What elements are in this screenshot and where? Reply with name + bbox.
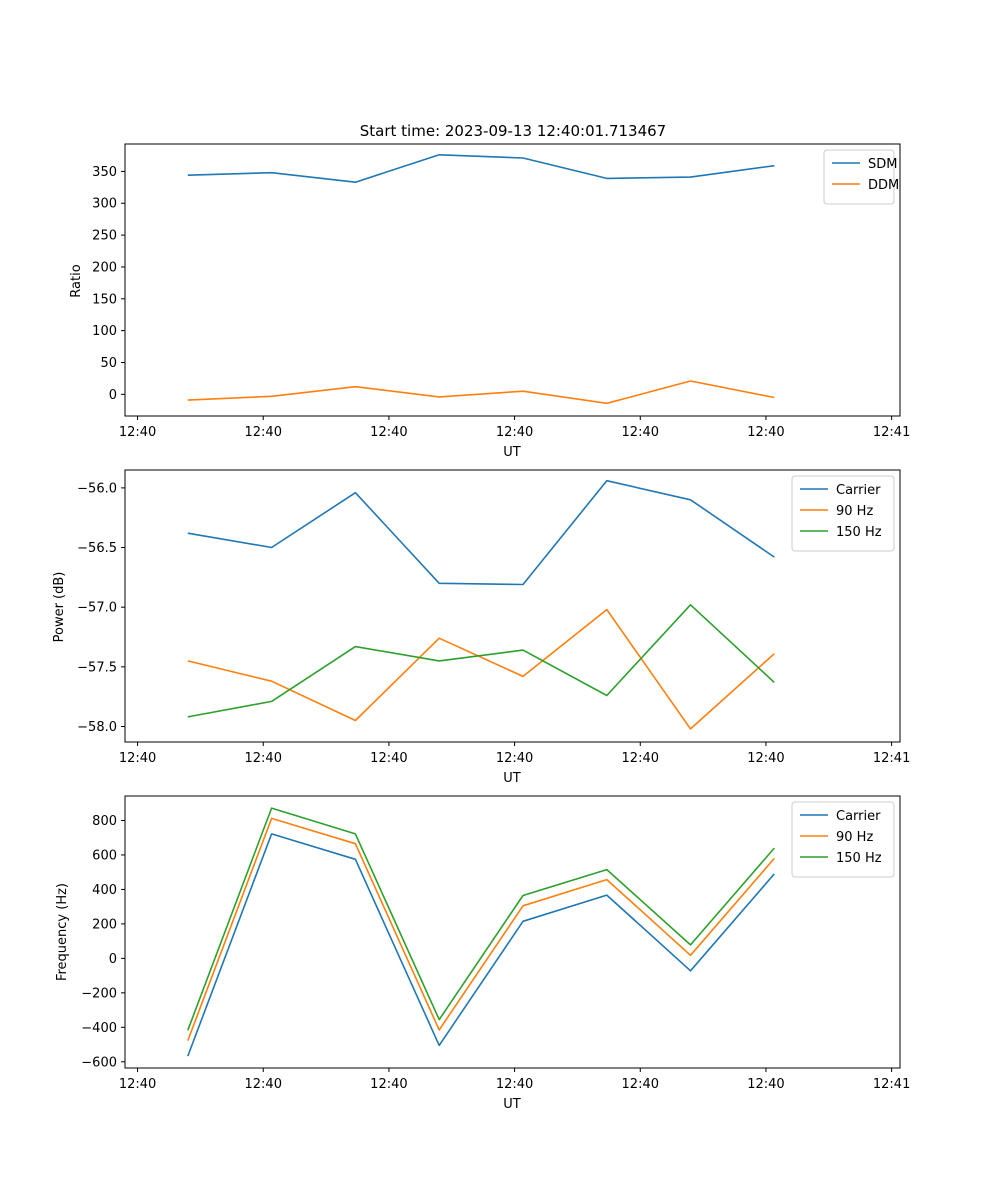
power-x-tick-label: 12:40: [496, 751, 533, 766]
power-x-tick-label: 12:41: [873, 751, 910, 766]
frequency-y-tick-label: 600: [92, 848, 117, 863]
frequency-x-tick-label: 12:40: [747, 1077, 784, 1092]
ratio-y-tick-label: 0: [109, 388, 117, 403]
power-y-tick-label: −56.0: [77, 481, 117, 496]
power-axes-frame: [124, 469, 901, 743]
frequency-y-tick-label: 0: [109, 952, 117, 967]
power-x-tick-label: 12:40: [245, 751, 282, 766]
power-y-tick-label: −58.0: [77, 720, 117, 735]
ratio-y-tick-label: 100: [92, 324, 117, 339]
frequency-panel-marks: 12:40 12:40 12:40 12:40 12:40 12:40 12:41 −600 −…: [81, 795, 910, 1092]
frequency-x-tick-label: 12:40: [370, 1077, 407, 1092]
ratio-x-axis-label: UT: [503, 445, 521, 460]
power-y-tick-label: −56.5: [77, 541, 117, 556]
ratio-y-tick-label: 350: [92, 165, 117, 180]
frequency-x-tick-label: 12:40: [496, 1077, 533, 1092]
ratio-y-tick-label: 50: [100, 356, 117, 371]
frequency-legend-label-150-hz: 150 Hz: [836, 851, 882, 866]
frequency-legend-label-carrier: Carrier: [836, 809, 881, 824]
ratio-axes-frame: [124, 143, 901, 417]
ratio-panel: 12:40 12:40 12:40 12:40 12:40 12:40 12:41 0 50 10…: [69, 143, 910, 460]
ratio-legend-label-ddm: DDM: [868, 178, 899, 193]
frequency-legend: [791, 801, 895, 878]
frequency-legend-label-90-hz: 90 Hz: [836, 830, 873, 845]
power-x-axis-label: UT: [503, 771, 521, 786]
figure-title: Start time: 2023-09-13 12:40:01.713467: [360, 122, 666, 140]
frequency-y-tick-label: −200: [81, 986, 117, 1001]
ratio-x-tick-label: 12:40: [370, 425, 407, 440]
ratio-x-tick-label: 12:40: [496, 425, 533, 440]
ratio-x-tick-label: 12:40: [622, 425, 659, 440]
frequency-y-tick-label: −600: [81, 1055, 117, 1070]
power-panel-marks: 12:40 12:40 12:40 12:40 12:40 12:40 12:41 −58.0…: [77, 469, 910, 766]
frequency-y-tick-label: 200: [92, 917, 117, 932]
ratio-series-line-ddm: [187, 380, 775, 405]
power-legend: [791, 475, 895, 552]
power-panel: 12:40 12:40 12:40 12:40 12:40 12:40 12:41 −58.0…: [52, 469, 910, 786]
ratio-y-tick-label: 250: [92, 229, 117, 244]
frequency-series-line-150-hz: [187, 807, 775, 1031]
power-series-line-carrier: [187, 479, 775, 586]
power-y-tick-label: −57.0: [77, 601, 117, 616]
frequency-series-line-90-hz: [187, 817, 775, 1041]
frequency-y-tick-label: 400: [92, 883, 117, 898]
ratio-legend-label-sdm: SDM: [868, 157, 897, 172]
power-x-tick-label: 12:40: [119, 751, 156, 766]
frequency-y-tick-label: 800: [92, 814, 117, 829]
frequency-panel: 12:40 12:40 12:40 12:40 12:40 12:40 12:41 −600 −…: [55, 795, 910, 1112]
frequency-x-axis-label: UT: [503, 1097, 521, 1112]
ratio-y-tick-label: 200: [92, 260, 117, 275]
frequency-series-line-carrier: [187, 833, 775, 1057]
frequency-y-tick-label: −400: [81, 1021, 117, 1036]
power-y-tick-label: −57.5: [77, 660, 117, 675]
frequency-y-axis-label: Frequency (Hz): [55, 883, 70, 981]
power-x-tick-label: 12:40: [370, 751, 407, 766]
frequency-x-tick-label: 12:40: [245, 1077, 282, 1092]
frequency-axes-frame: [124, 795, 901, 1069]
ratio-y-tick-label: 300: [92, 197, 117, 212]
power-series-line-150-hz: [187, 603, 775, 718]
power-series-line-90-hz: [187, 608, 775, 730]
power-legend-label-150-hz: 150 Hz: [836, 525, 882, 540]
power-x-tick-label: 12:40: [747, 751, 784, 766]
power-y-axis-label: Power (dB): [52, 572, 67, 643]
ratio-x-tick-label: 12:40: [747, 425, 784, 440]
ratio-x-tick-label: 12:41: [873, 425, 910, 440]
power-x-tick-label: 12:40: [622, 751, 659, 766]
frequency-x-tick-label: 12:40: [119, 1077, 156, 1092]
ratio-panel-marks: 12:40 12:40 12:40 12:40 12:40 12:40 12:41 0 50 10…: [92, 143, 910, 440]
ratio-x-tick-label: 12:40: [119, 425, 156, 440]
ratio-x-tick-label: 12:40: [245, 425, 282, 440]
power-legend-label-90-hz: 90 Hz: [836, 504, 873, 519]
frequency-x-tick-label: 12:40: [622, 1077, 659, 1092]
power-legend-label-carrier: Carrier: [836, 483, 881, 498]
ratio-y-axis-label: Ratio: [69, 264, 84, 297]
frequency-x-tick-label: 12:41: [873, 1077, 910, 1092]
ratio-y-tick-label: 150: [92, 292, 117, 307]
ratio-series-line-sdm: [187, 154, 775, 183]
